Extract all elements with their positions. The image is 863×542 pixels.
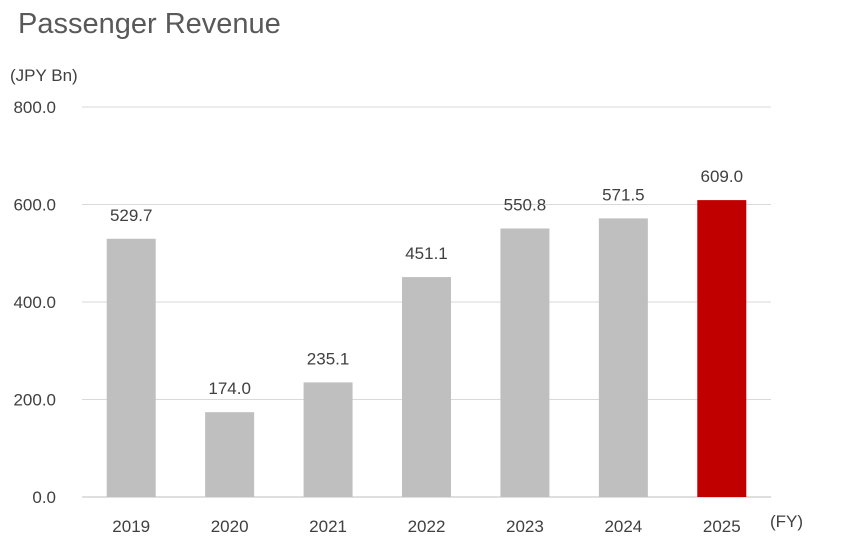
- bars: [106, 200, 747, 498]
- bar: [697, 200, 747, 498]
- bar-data-label: 609.0: [701, 167, 744, 186]
- y-tick-label: 400.0: [13, 293, 56, 312]
- bar: [598, 218, 648, 498]
- bar: [205, 412, 255, 497]
- x-tick-label: 2024: [604, 517, 642, 536]
- bar-data-label: 235.1: [307, 349, 350, 368]
- y-tick-label: 200.0: [13, 391, 56, 410]
- bar: [500, 228, 550, 498]
- y-tick-label: 600.0: [13, 196, 56, 215]
- x-tick-label: 2025: [703, 517, 741, 536]
- y-tick-label: 800.0: [13, 98, 56, 117]
- bar-data-label: 529.7: [110, 206, 153, 225]
- chart-title: Passenger Revenue: [18, 8, 281, 40]
- bar-data-label: 174.0: [208, 379, 251, 398]
- bar: [303, 382, 353, 497]
- x-tick-label: 2022: [408, 517, 446, 536]
- x-axis-ticks: 2019 2020 2021 2022 2023 2024 2025: [112, 517, 740, 536]
- bar-data-label: 550.8: [504, 195, 547, 214]
- x-tick-label: 2019: [112, 517, 150, 536]
- y-axis-ticks: 0.0 200.0 400.0 600.0 800.0: [13, 98, 56, 507]
- bar-data-label: 571.5: [602, 185, 645, 204]
- bar: [106, 238, 156, 498]
- bar-data-label: 451.1: [405, 244, 448, 263]
- x-axis-unit: (FY): [770, 512, 804, 531]
- y-tick-label: 0.0: [32, 488, 56, 507]
- y-axis-unit: (JPY Bn): [10, 66, 78, 85]
- data-labels: 529.7 174.0 235.1 451.1 550.8 571.5 609.0: [110, 167, 743, 398]
- x-tick-label: 2020: [211, 517, 249, 536]
- x-tick-label: 2023: [506, 517, 544, 536]
- bar: [402, 277, 451, 497]
- x-tick-label: 2021: [309, 517, 347, 536]
